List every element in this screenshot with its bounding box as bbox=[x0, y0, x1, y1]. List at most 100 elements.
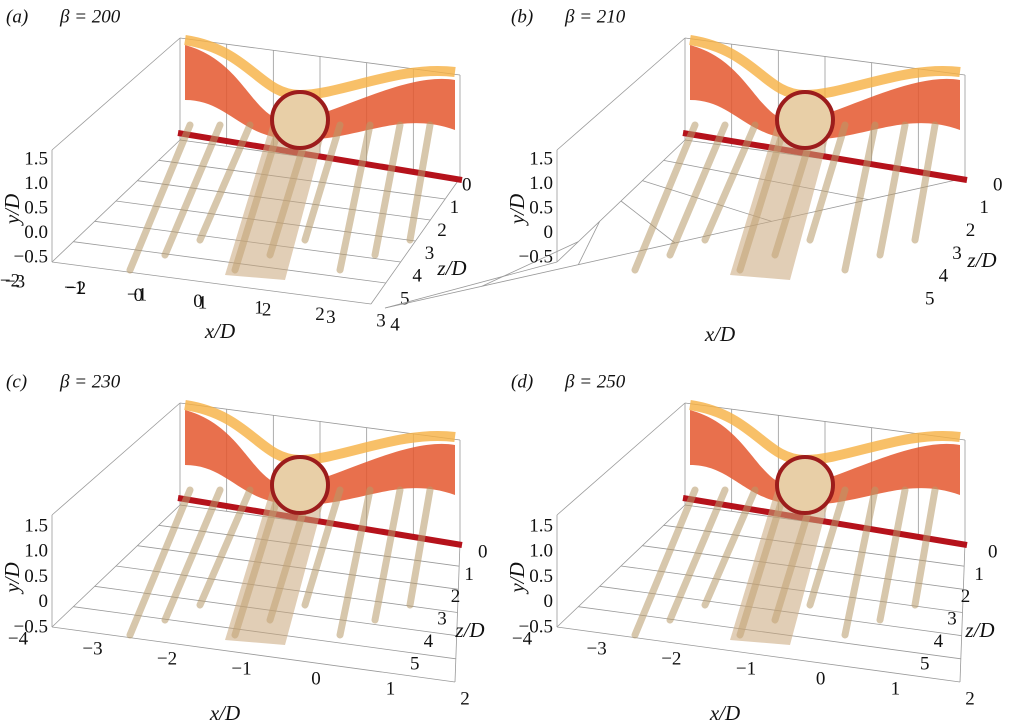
x-tick-label: 1 bbox=[198, 292, 208, 313]
vortex-tube bbox=[701, 121, 759, 244]
y-tick-label: −0.5 bbox=[519, 616, 553, 637]
cylinder bbox=[225, 120, 328, 280]
x-tick-label: 2 bbox=[460, 688, 470, 709]
vortex-tube bbox=[911, 121, 939, 244]
z-tick-label: 2 bbox=[451, 586, 461, 607]
y-tick-label: 0 bbox=[544, 222, 554, 243]
x-tick-label: 4 bbox=[390, 314, 400, 335]
x-tick-label: −3 bbox=[587, 638, 607, 659]
vortex-tube bbox=[196, 486, 254, 609]
vortex-tube bbox=[161, 121, 224, 259]
z-tick-label: 1 bbox=[974, 564, 984, 585]
z-tick-label: 1 bbox=[979, 197, 989, 218]
box-edge bbox=[384, 261, 558, 309]
y-tick-label: 1.0 bbox=[24, 173, 48, 194]
wake-contour bbox=[690, 410, 960, 505]
vortex-tube bbox=[126, 486, 194, 639]
x-tick-label: −2 bbox=[66, 278, 86, 299]
z-tick-label: 5 bbox=[400, 288, 410, 309]
wake-contour bbox=[185, 410, 455, 505]
x-tick-label: −1 bbox=[231, 658, 251, 679]
x-tick-label: −1 bbox=[736, 658, 756, 679]
y-tick-label: 0 bbox=[544, 591, 554, 612]
z-tick-label: 4 bbox=[939, 266, 949, 287]
cylinder-end bbox=[270, 90, 330, 150]
y-tick-label: 1.0 bbox=[529, 173, 553, 194]
vortex-tube bbox=[806, 486, 849, 609]
x-tick-label: 1 bbox=[386, 678, 396, 699]
y-axis-label: y/D bbox=[505, 194, 529, 226]
panel: (a) β = 200−3 −2 −1 0 1 2 30123451.51.00.50.0−0… bbox=[0, 6, 472, 342]
vortex-tube bbox=[406, 121, 434, 244]
z-tick-label: 4 bbox=[412, 266, 422, 287]
cylinder bbox=[730, 485, 833, 645]
z-tick-label: 3 bbox=[947, 609, 957, 630]
beta-label: β = 230 bbox=[59, 371, 121, 392]
wake-contour bbox=[690, 45, 960, 140]
x-tick-label: 3 bbox=[326, 307, 336, 328]
cylinder bbox=[225, 485, 328, 645]
z-tick-label: 2 bbox=[961, 586, 971, 607]
x-axis-label: x/D bbox=[704, 322, 735, 346]
box-edge bbox=[577, 221, 601, 265]
beta-label: β = 200 bbox=[59, 6, 121, 27]
x-tick-label: −3 bbox=[5, 271, 25, 292]
x-tick-label: 0 bbox=[134, 285, 144, 306]
box-edge bbox=[556, 402, 686, 516]
vortex-tube bbox=[631, 121, 699, 274]
panel-label: (a) bbox=[6, 6, 28, 27]
z-tick-label: 0 bbox=[478, 541, 488, 562]
panel-label: (d) bbox=[511, 371, 533, 392]
box-edge bbox=[556, 626, 961, 683]
x-tick-label: −4 bbox=[8, 628, 29, 649]
x-tick-label: −2 bbox=[661, 648, 681, 669]
vortex-tube bbox=[911, 486, 939, 609]
box-edge bbox=[51, 261, 372, 305]
y-tick-label: 0.5 bbox=[24, 566, 48, 587]
x-tick-label: 0 bbox=[311, 668, 321, 689]
x-tick-label: 0 bbox=[193, 291, 203, 312]
plane-edge bbox=[682, 130, 968, 183]
vortex-tube bbox=[336, 486, 374, 639]
box-edge bbox=[51, 626, 456, 683]
wake-contour bbox=[185, 45, 455, 140]
y-tick-label: 0.5 bbox=[529, 566, 553, 587]
vortex-tube bbox=[161, 486, 224, 624]
y-tick-label: 0 bbox=[39, 591, 49, 612]
cylinder-end bbox=[775, 455, 835, 515]
y-tick-label: −0.5 bbox=[14, 616, 48, 637]
x-tick-label: 1 bbox=[891, 678, 901, 699]
z-tick-label: 5 bbox=[925, 288, 935, 309]
x-tick-label: −1 bbox=[127, 284, 147, 305]
cylinder bbox=[730, 120, 833, 280]
y-tick-label: 1.5 bbox=[24, 148, 48, 169]
x-tick-label: 2 bbox=[965, 688, 975, 709]
vortex-tube bbox=[371, 486, 404, 624]
panel: (c) β = 230−4 −3 −2 −1 0 1 20123451.51.00.50−0.… bbox=[0, 371, 488, 724]
z-tick-label: 5 bbox=[920, 653, 930, 674]
y-tick-label: 1.0 bbox=[529, 541, 553, 562]
z-tick-label: 2 bbox=[966, 220, 976, 241]
z-tick-label: 3 bbox=[425, 243, 435, 264]
box-edge bbox=[620, 200, 676, 244]
z-tick-label: 4 bbox=[934, 631, 944, 652]
y-tick-label: 0.5 bbox=[24, 197, 48, 218]
vortex-tube bbox=[406, 486, 434, 609]
z-tick-label: 0 bbox=[988, 541, 998, 562]
panel: (d) β = 250−4 −3 −2 −1 0 1 20123451.51.00.50−0.… bbox=[505, 371, 998, 724]
y-tick-label: 1.5 bbox=[529, 515, 553, 536]
x-tick-label: 3 bbox=[376, 310, 386, 331]
z-axis-label: z/D bbox=[454, 618, 484, 642]
vortex-tube bbox=[841, 486, 879, 639]
plane-edge bbox=[177, 130, 463, 183]
y-axis-label: y/D bbox=[0, 194, 24, 226]
x-tick-label: −3 bbox=[82, 638, 102, 659]
z-tick-label: 2 bbox=[437, 220, 447, 241]
panel-label: (b) bbox=[511, 6, 533, 27]
x-tick-label: 2 bbox=[262, 300, 272, 321]
z-axis-label: z/D bbox=[964, 618, 994, 642]
vortex-tube bbox=[301, 486, 344, 609]
x-tick-label: −2 bbox=[0, 270, 20, 291]
x-tick-label: 0 bbox=[816, 668, 826, 689]
z-tick-label: 3 bbox=[437, 609, 447, 630]
